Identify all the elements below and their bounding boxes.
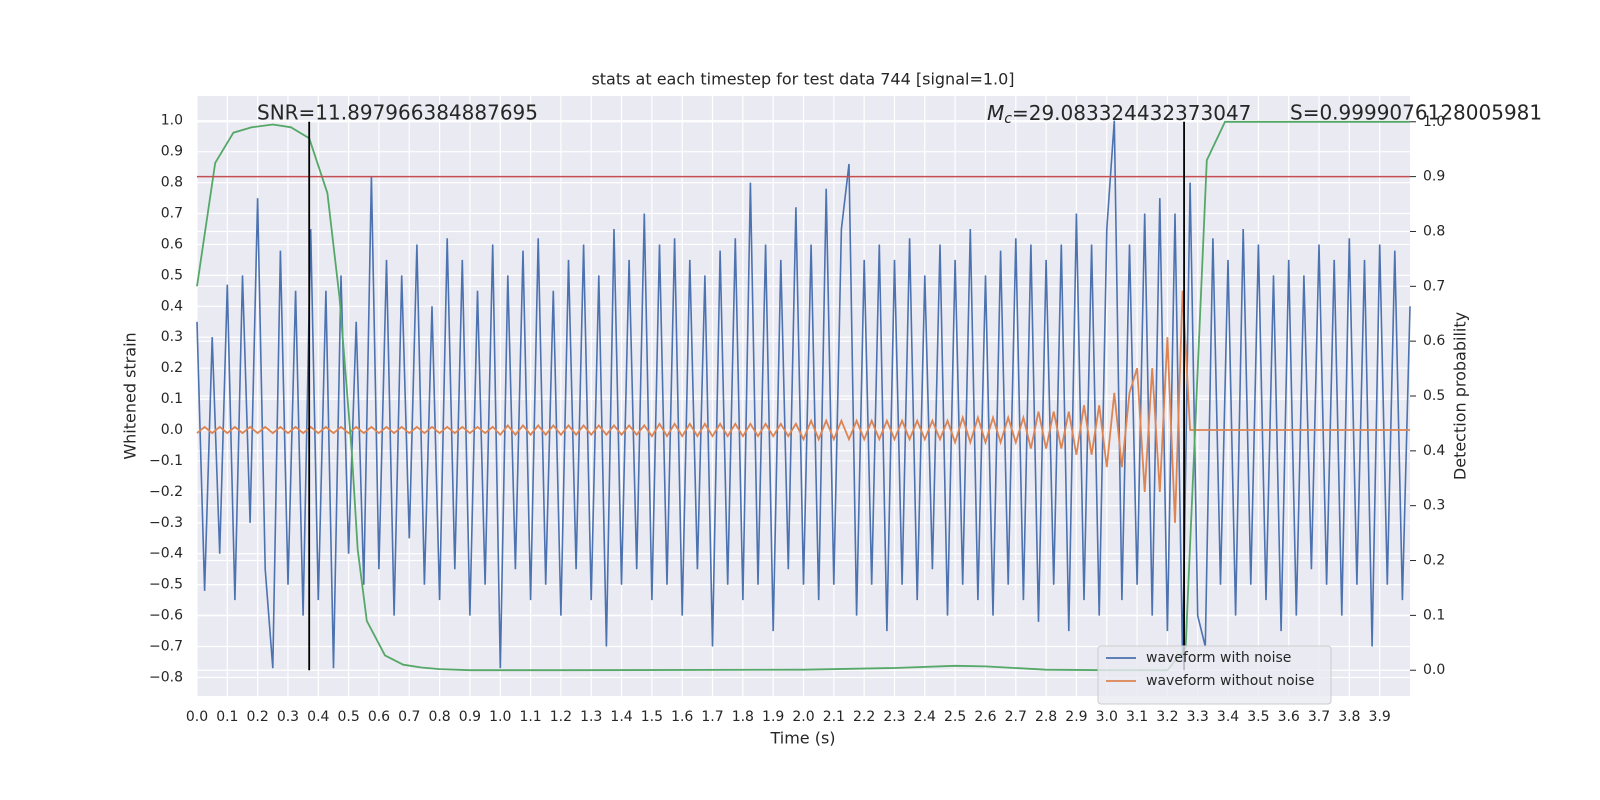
x-tick-label: 3.8: [1338, 709, 1360, 725]
legend-label: waveform without noise: [1146, 673, 1314, 689]
y2-tick-label: 0.8: [1423, 223, 1445, 239]
x-tick-label: 2.7: [1005, 709, 1027, 725]
x-tick-label: 1.7: [701, 709, 723, 725]
x-tick-label: 1.2: [550, 709, 572, 725]
y-tick-label: 0.5: [161, 267, 183, 283]
x-tick-label: 0.2: [247, 709, 269, 725]
x-tick-label: 1.0: [489, 709, 511, 725]
x-tick-label: 2.8: [1035, 709, 1057, 725]
x-tick-label: 1.5: [641, 709, 663, 725]
y-tick-label: −0.5: [149, 577, 183, 593]
x-tick-label: 3.0: [1096, 709, 1118, 725]
x-tick-label: 2.3: [883, 709, 905, 725]
x-tick-label: 2.4: [914, 709, 936, 725]
mc-subscript: c: [1004, 111, 1012, 127]
y2-tick-label: 0.4: [1423, 443, 1445, 459]
x-tick-label: 3.2: [1156, 709, 1178, 725]
x-tick-label: 2.5: [944, 709, 966, 725]
x-tick-label: 2.6: [974, 709, 996, 725]
legend-box: [1097, 645, 1332, 705]
x-tick-label: 3.5: [1247, 709, 1269, 725]
annotations: SNR=11.897966384887695 Mc=29.08332443237…: [257, 101, 1542, 128]
x-axis-label: Time (s): [769, 729, 835, 748]
y2-tick-label: 0.6: [1423, 333, 1445, 349]
x-tick-label: 1.9: [762, 709, 784, 725]
x-tick-label: 1.3: [580, 709, 602, 725]
x-tick-label: 0.1: [216, 709, 238, 725]
y-tick-label: 0.1: [161, 391, 183, 407]
x-tick-label: 3.9: [1369, 709, 1391, 725]
snr-annotation: SNR=11.897966384887695: [257, 101, 538, 125]
y2-tick-label: 0.1: [1423, 607, 1445, 623]
x-tick-label: 1.4: [610, 709, 632, 725]
legend: waveform with noise waveform without nois…: [1097, 645, 1332, 705]
x-tick-label: 1.8: [732, 709, 754, 725]
x-tick-label: 2.2: [853, 709, 875, 725]
x-tick-label: 0.5: [337, 709, 359, 725]
x-tick-label: 3.4: [1217, 709, 1239, 725]
mc-symbol: M: [987, 101, 1004, 125]
y-tick-label: −0.8: [149, 669, 183, 685]
x-tick-label: 3.7: [1308, 709, 1330, 725]
y-tick-label: −0.6: [149, 608, 183, 624]
x-tick-label: 0.0: [186, 709, 208, 725]
y2-tick-label: 1.0: [1423, 114, 1445, 130]
x-tick-label: 0.7: [398, 709, 420, 725]
y2-tick-label: 0.2: [1423, 553, 1445, 569]
x-tick-label: 3.3: [1187, 709, 1209, 725]
x-tick-label: 2.9: [1065, 709, 1087, 725]
grid: 0.0 0.1 0.2 0.3 0.4 0.5 0.6 0.7 0.8 0.9 1.0 1.1 1.2 1…: [149, 96, 1445, 725]
y-tick-label: 0.4: [161, 298, 183, 314]
y2-tick-label: 0.9: [1423, 169, 1445, 185]
y2-tick-label: 0.7: [1423, 278, 1445, 294]
y2-tick-label: 0.3: [1423, 498, 1445, 514]
x-tick-label: 0.4: [307, 709, 329, 725]
y-tick-label: 0.3: [161, 329, 183, 345]
chart-title: stats at each timestep for test data 744…: [591, 70, 1014, 89]
x-tick-label: 0.8: [428, 709, 450, 725]
series-line: [196, 120, 1411, 669]
y2-tick-label: 0.0: [1423, 662, 1445, 678]
x-tick-label: 0.9: [459, 709, 481, 725]
y-tick-label: −0.2: [149, 484, 183, 500]
y-tick-label: 0.7: [161, 206, 183, 222]
mc-annotation: Mc=29.083324432373047: [987, 101, 1251, 128]
y-tick-label: 0.9: [161, 144, 183, 160]
y-tick-label: −0.1: [149, 453, 183, 469]
mc-value: =29.083324432373047: [1012, 101, 1251, 125]
x-tick-label: 1.1: [519, 709, 541, 725]
y-tick-label: 0.8: [161, 175, 183, 191]
x-tick-label: 1.6: [671, 709, 693, 725]
y-tick-label: 1.0: [161, 113, 183, 129]
y-tick-label: −0.7: [149, 639, 183, 655]
y-tick-label: −0.3: [149, 515, 183, 531]
s-annotation: S=0.9999076128005981: [1290, 101, 1542, 125]
x-tick-label: 0.6: [368, 709, 390, 725]
y-tick-label: 0.6: [161, 236, 183, 252]
x-tick-label: 0.3: [277, 709, 299, 725]
x-tick-label: 3.1: [1126, 709, 1148, 725]
x-tick-label: 2.1: [823, 709, 845, 725]
y2-tick-label: 0.5: [1423, 388, 1445, 404]
y-axis-label: Whitened strain: [121, 332, 140, 459]
x-tick-label: 2.0: [792, 709, 814, 725]
series-line: [196, 290, 1410, 523]
y2-axis-label: Detection probability: [1451, 312, 1470, 480]
x-tick-label: 3.6: [1278, 709, 1300, 725]
y-tick-label: 0.0: [161, 422, 183, 438]
y-tick-label: −0.4: [149, 546, 183, 562]
y-tick-label: 0.2: [161, 360, 183, 376]
legend-label: waveform with noise: [1146, 650, 1291, 666]
